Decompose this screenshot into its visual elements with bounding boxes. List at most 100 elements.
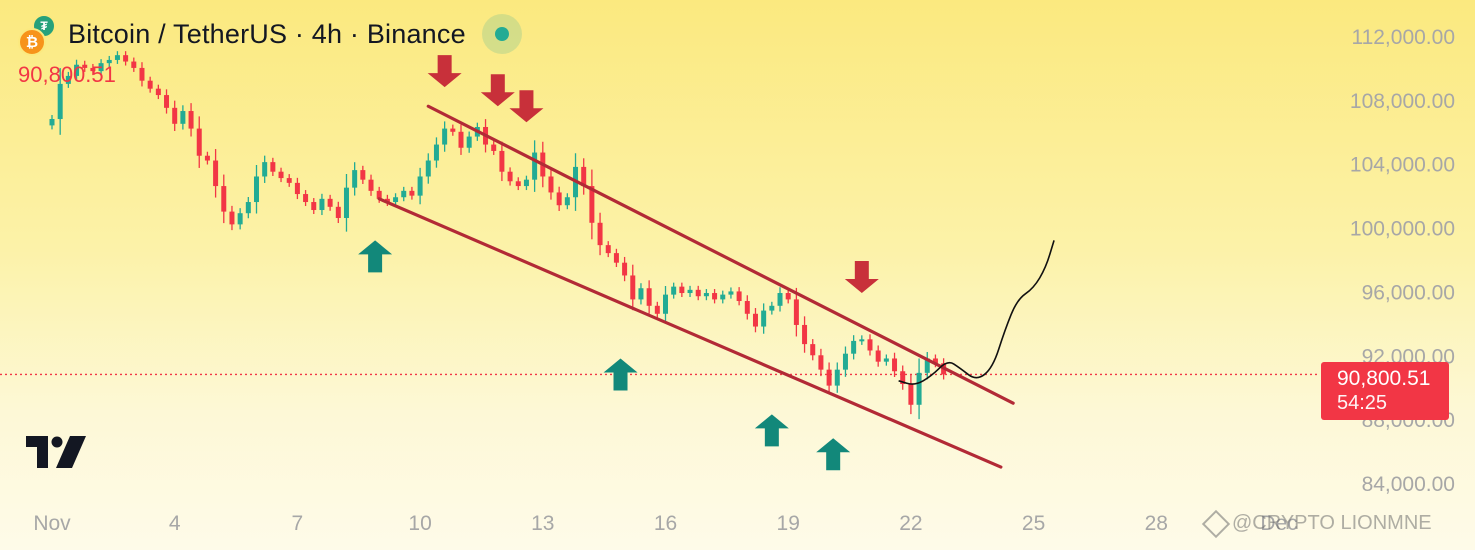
candle-body (147, 80, 153, 89)
candle-body (908, 384, 914, 405)
candle-body (213, 160, 219, 187)
candle-body (343, 187, 349, 218)
candle-body (139, 67, 145, 81)
candle-body (384, 198, 390, 203)
symbol-title[interactable]: Bitcoin / TetherUS · 4h · Binance (68, 18, 466, 49)
channel-lower-trendline (377, 197, 1003, 469)
candle-body (237, 213, 243, 225)
candle-body (286, 178, 292, 183)
candle-body (319, 198, 325, 211)
candle-body (155, 88, 161, 96)
candle-body (744, 301, 750, 314)
x-tick-label: 13 (531, 512, 554, 535)
candle-body (564, 197, 570, 206)
candle-body (352, 170, 358, 188)
candle-body (262, 162, 268, 177)
x-tick-label: 16 (654, 512, 677, 535)
y-tick-label: 108,000.00 (1350, 90, 1455, 113)
candle-body (752, 313, 758, 327)
candle-body (442, 128, 448, 145)
candle-body (123, 55, 129, 62)
candle-body (605, 245, 611, 254)
sell-arrow-marker (427, 55, 462, 88)
header-last-price: 90,800.51 (18, 62, 116, 87)
candle-body (556, 192, 562, 206)
candle-body (335, 206, 341, 218)
projection-path (898, 240, 1055, 385)
candle-body (671, 286, 677, 295)
x-tick-label: Dec (1260, 512, 1297, 535)
candle-body (360, 170, 366, 180)
symbol-header[interactable]: ₮ ₿ Bitcoin / TetherUS · 4h · Binance (18, 14, 522, 56)
x-tick-label: Nov (33, 512, 71, 535)
sell-arrow-marker (844, 261, 879, 294)
pair-icons: ₮ ₿ (18, 14, 58, 56)
x-tick-label: 28 (1145, 512, 1168, 535)
bitcoin-coin-icon: ₿ (18, 28, 46, 56)
y-tick-label: 112,000.00 (1351, 26, 1455, 49)
candle-body (294, 182, 300, 195)
tradingview-logo-icon[interactable] (26, 436, 88, 468)
candle-body (499, 150, 505, 172)
candle-body (859, 339, 865, 342)
channel-upper-trendline (426, 104, 1015, 405)
candle-body (532, 152, 538, 180)
candle-body (311, 202, 317, 211)
candle-body (466, 136, 472, 148)
x-tick-label: 10 (408, 512, 431, 535)
candle-body (802, 324, 808, 345)
market-open-dot-icon (481, 14, 522, 54)
candle-body (630, 275, 636, 300)
candle-body (548, 176, 554, 193)
candle-body (523, 179, 529, 187)
candle-body (254, 176, 259, 203)
candle-body (851, 340, 857, 354)
x-tick-label: 4 (169, 512, 181, 535)
candle-body (834, 369, 840, 386)
x-tick-label: 19 (777, 512, 800, 535)
candle-body (728, 291, 734, 295)
candle-body (867, 339, 873, 351)
candle-body (883, 358, 889, 362)
candle-body (654, 305, 660, 314)
candle-body (221, 186, 227, 212)
candle-body (229, 211, 235, 225)
candle-body (515, 181, 521, 187)
candle-body (793, 299, 799, 325)
candle-body (114, 55, 120, 60)
candle-body (581, 166, 587, 187)
candle-body (417, 176, 423, 196)
candle-body (74, 64, 80, 76)
candle-body (180, 111, 186, 124)
bar-countdown: 54:25 (1337, 392, 1388, 414)
candle-body (164, 95, 170, 108)
candle-body (491, 144, 497, 151)
candle-body (57, 83, 63, 120)
candle-body (777, 293, 783, 306)
candle-body (679, 286, 685, 294)
candle-body (90, 67, 96, 72)
candle-body (401, 190, 407, 198)
candle-body (613, 253, 619, 263)
x-tick-label: 7 (292, 512, 304, 535)
candle-body (646, 288, 652, 306)
candle-body (433, 144, 439, 161)
candle-body (892, 358, 898, 372)
candle-body (638, 288, 644, 300)
last-price-value: 90,800.51 (1337, 367, 1431, 390)
y-tick-label: 96,000.00 (1362, 281, 1455, 304)
watermark-text: @CRYPTO LIONMNE (1232, 512, 1432, 534)
watermark: @CRYPTO LIONMNE (1201, 509, 1432, 538)
candle-body (597, 222, 603, 246)
candle-body (368, 179, 374, 191)
candle-body (924, 358, 930, 373)
candle-body (687, 289, 693, 294)
candle-body (327, 198, 333, 207)
candle-body (589, 186, 595, 223)
candle-body (622, 262, 628, 276)
candle-body (769, 305, 775, 311)
candle-body (49, 119, 55, 126)
candle-body (916, 372, 922, 405)
candle-body (761, 310, 767, 327)
